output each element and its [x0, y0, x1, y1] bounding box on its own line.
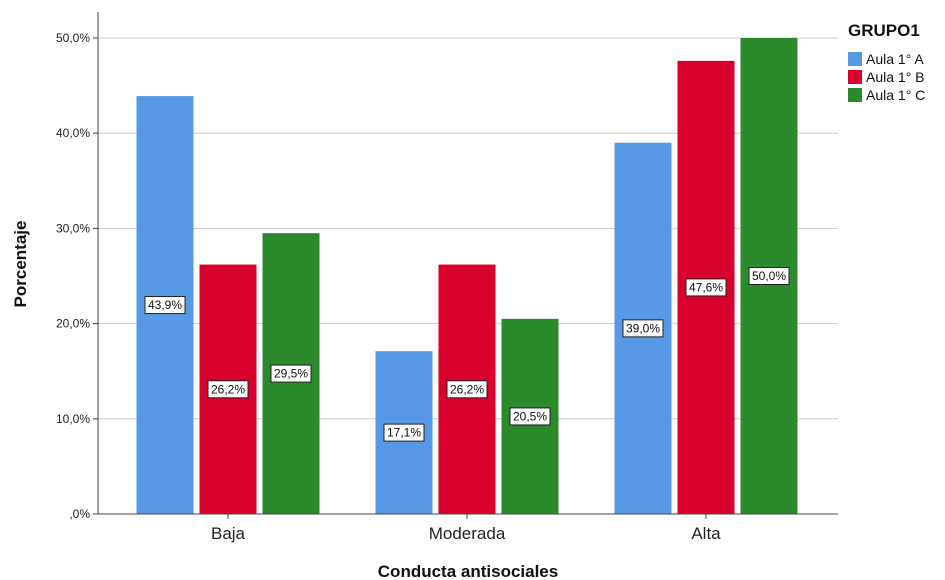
data-label: 26,2% — [211, 382, 245, 396]
x-category-label: Alta — [691, 524, 721, 543]
legend-swatch — [848, 52, 862, 66]
data-label: 39,0% — [626, 321, 660, 335]
data-label: 20,5% — [513, 409, 547, 423]
y-axis-title: Porcentaje — [11, 221, 30, 308]
y-tick-label: 50,0% — [56, 31, 90, 45]
y-tick-label: ,0% — [69, 507, 90, 521]
data-label-box — [270, 364, 312, 383]
x-category-label: Baja — [211, 524, 246, 543]
x-category-labels: Baja Moderada Alta — [211, 514, 721, 543]
y-tick-label: 10,0% — [56, 412, 90, 426]
data-label: 50,0% — [752, 269, 786, 283]
legend-label: Aula 1° A — [866, 51, 924, 67]
legend-swatch — [848, 88, 862, 102]
legend: GRUPO1 Aula 1° A Aula 1° B Aula 1° C — [848, 21, 925, 103]
data-label: 43,9% — [148, 298, 182, 312]
x-axis-title: Conducta antisociales — [378, 562, 558, 580]
y-tick-label: 30,0% — [56, 221, 90, 235]
y-tick-label: 20,0% — [56, 317, 90, 331]
x-category-label: Moderada — [429, 524, 506, 543]
data-label-box — [685, 278, 727, 297]
data-labels: 43,9% 26,2% 29,5% 17,1% 26,2% 20,5% 39,0% 47,6%… — [144, 267, 790, 442]
data-label: 47,6% — [689, 280, 723, 294]
data-label: 17,1% — [387, 426, 421, 440]
bars-group — [136, 38, 798, 515]
axes — [97, 12, 838, 515]
data-label: 29,5% — [274, 367, 308, 381]
data-label-box — [509, 407, 551, 426]
legend-label: Aula 1° B — [866, 69, 925, 85]
y-tick-labels: ,0% 10,0% 20,0% 30,0% 40,0% 50,0% — [56, 31, 98, 521]
data-label-box — [144, 296, 186, 315]
data-label-box — [748, 267, 790, 285]
legend-title: GRUPO1 — [848, 21, 920, 40]
data-label-box — [207, 380, 249, 399]
data-label-box — [383, 423, 425, 442]
legend-label: Aula 1° C — [866, 87, 925, 103]
data-label-box — [446, 380, 488, 399]
data-label: 26,2% — [450, 382, 484, 396]
data-label-box — [622, 319, 664, 338]
y-tick-label: 40,0% — [56, 126, 90, 140]
legend-swatch — [848, 70, 862, 84]
